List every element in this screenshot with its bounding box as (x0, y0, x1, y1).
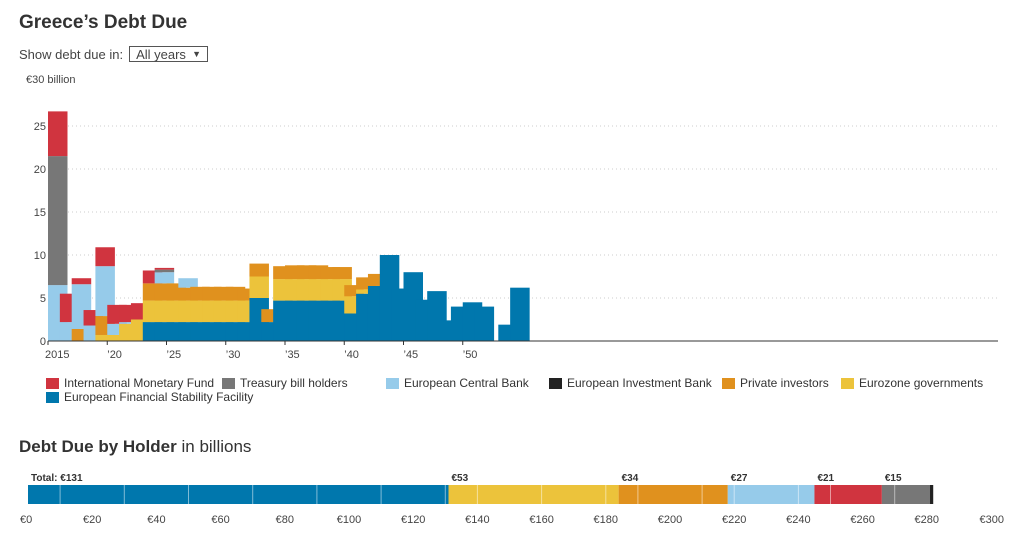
holder-bar-segment (930, 485, 934, 504)
holder-segment-label: €53 (452, 473, 469, 484)
legend-swatch-eib (549, 377, 562, 389)
holder-chart-subtitle: in billions (181, 437, 252, 456)
legend-item-eurozone: Eurozone governments (841, 376, 983, 390)
legend-swatch-ecb (386, 377, 399, 389)
legend-label-eib: European Investment Bank (567, 376, 712, 390)
bar-segment (154, 269, 175, 273)
holder-segment-label: €21 (817, 473, 834, 484)
legend-label-efsf: European Financial Stability Facility (64, 390, 254, 404)
year-filter: Show debt due in: All years ▼ (19, 46, 209, 62)
y-tick-label: €30 billion (26, 74, 76, 86)
holder-x-tick-label: €120 (401, 514, 425, 526)
legend-label-tbill: Treasury bill holders (240, 376, 348, 390)
holder-bar-segment (814, 485, 882, 504)
y-tick-label: 15 (34, 207, 46, 219)
bar-segment (95, 334, 115, 341)
legend-label-imf: International Monetary Fund (64, 376, 215, 390)
year-select-value: All years (136, 46, 186, 62)
holder-segment-label: €15 (885, 473, 902, 484)
y-tick-label: 20 (34, 164, 46, 176)
holder-x-tick-label: €100 (337, 514, 361, 526)
holder-x-tick-label: €20 (83, 514, 101, 526)
bar-segment (154, 272, 175, 284)
y-tick-label: 0 (40, 336, 46, 348)
x-tick-label: ’50 (463, 349, 478, 361)
holder-segment-label: Total: €131 (31, 473, 83, 484)
holder-x-tick-label: €280 (915, 514, 939, 526)
bar-segment (154, 267, 175, 270)
bar-segment (95, 266, 115, 317)
x-tick-label: ’25 (167, 349, 182, 361)
legend-swatch-tbill (222, 377, 235, 389)
holder-x-tick-label: €240 (786, 514, 810, 526)
x-tick-label: ’20 (107, 349, 122, 361)
legend-item-efsf: European Financial Stability Facility (46, 390, 253, 404)
dropdown-arrow-icon: ▼ (192, 49, 202, 59)
x-tick-label: 2015 (45, 349, 69, 361)
debt-by-holder-chart: Total: €131 €53 €34 €27 €21 €15 €0 €20 €40 €60 €80… (20, 473, 1004, 526)
bar-segment (344, 285, 364, 297)
holder-bar-segment (881, 485, 931, 504)
bar-segment (356, 289, 376, 294)
legend-label-eurozone: Eurozone governments (859, 376, 984, 390)
x-tick-label: ’45 (404, 349, 419, 361)
filter-label: Show debt due in: (19, 46, 124, 62)
x-tick-label: ’40 (344, 349, 359, 361)
legend-swatch-eurozone (841, 377, 854, 389)
holder-x-tick-label: €300 (980, 514, 1004, 526)
x-tick-label: ’35 (285, 349, 300, 361)
holder-x-tick-label: €0 (20, 514, 32, 526)
bar-segment (48, 156, 68, 286)
holder-segment-label: €34 (622, 473, 639, 484)
bar-segment (48, 111, 68, 157)
holder-x-tick-label: €60 (211, 514, 229, 526)
holder-x-tick-label: €160 (529, 514, 553, 526)
legend-swatch-efsf (46, 391, 59, 403)
legend-label-private: Private investors (740, 376, 829, 390)
holder-x-tick-label: €40 (147, 514, 165, 526)
bar-segment (510, 287, 530, 341)
debt-due-by-year-chart: €30 billion25201510502015’20’25’30’35’40… (26, 74, 998, 361)
legend-label-ecb: European Central Bank (404, 376, 529, 390)
holder-bar-segment (448, 485, 619, 504)
holder-section-heading: Debt Due by Holder in billions (19, 437, 251, 457)
holder-x-tick-label: €140 (465, 514, 489, 526)
bar-segment (249, 276, 269, 298)
bar-segment (107, 323, 127, 335)
holder-x-tick-label: €260 (850, 514, 874, 526)
y-tick-label: 25 (34, 121, 46, 133)
bar-segment (107, 334, 127, 341)
holder-bar-segment (28, 485, 449, 504)
y-tick-label: 10 (34, 250, 46, 262)
legend-item-ecb: European Central Bank (386, 376, 549, 390)
holder-x-tick-label: €200 (658, 514, 682, 526)
x-tick-label: ’30 (226, 349, 241, 361)
legend-swatch-imf (46, 377, 59, 389)
holder-x-tick-label: €80 (276, 514, 294, 526)
chart-title: Greece’s Debt Due (19, 12, 188, 33)
y-tick-label: 5 (40, 293, 46, 305)
holder-x-tick-label: €220 (722, 514, 746, 526)
legend-item-private: Private investors (722, 376, 841, 390)
bar-segment (178, 278, 198, 288)
holder-segment-label: €27 (731, 473, 748, 484)
bar-segment (95, 247, 115, 267)
holder-bar-segment (618, 485, 728, 504)
legend-item-tbill: Treasury bill holders (222, 376, 386, 390)
legend-item-eib: European Investment Bank (549, 376, 722, 390)
year-select[interactable]: All years ▼ (129, 46, 209, 62)
bar-segment (474, 306, 495, 341)
bar-segment (71, 278, 92, 285)
holder-x-tick-label: €180 (594, 514, 618, 526)
bar-segment (249, 263, 269, 277)
bar-segment (119, 322, 139, 324)
bar-segment (332, 267, 352, 280)
chart-legend: International Monetary Fund Treasury bil… (46, 376, 1006, 404)
holder-chart-title: Debt Due by Holder (19, 437, 177, 456)
legend-item-imf: International Monetary Fund (46, 376, 222, 390)
holder-bar-segment (727, 485, 815, 504)
legend-swatch-private (722, 377, 735, 389)
